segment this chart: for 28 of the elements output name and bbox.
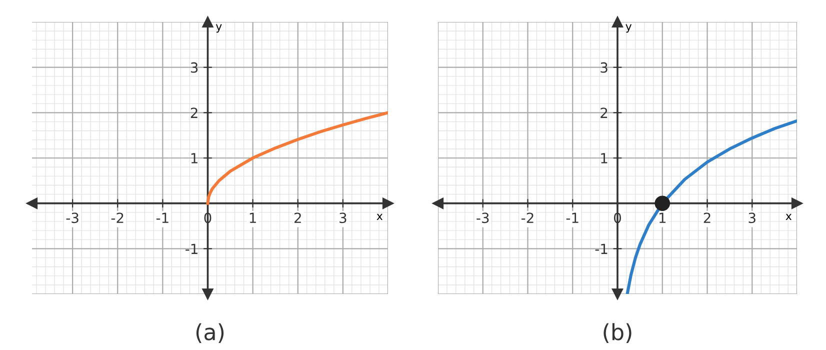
x-tick-label: -1	[156, 212, 168, 223]
y-tick-label: -1	[595, 244, 608, 254]
x-tick-label: 3	[340, 212, 346, 224]
y-tick-label: 1	[191, 153, 198, 164]
y-axis-title: y	[626, 24, 632, 33]
x-tick-label: -2	[522, 212, 534, 223]
y-tick-label: -1	[186, 244, 198, 254]
text: (b)	[604, 323, 632, 343]
line-series	[206, 111, 388, 205]
x-tick-label: -2	[111, 212, 124, 223]
x-axis-title: x	[376, 214, 383, 220]
x-axis-title: x	[786, 214, 792, 220]
y-axis-title: y	[216, 24, 222, 33]
x-tick-label: 2	[294, 212, 301, 223]
y-tick-label: 2	[190, 108, 198, 118]
x-tick-label: -1	[566, 212, 578, 223]
line-series	[626, 119, 797, 294]
y-tick-label: 1	[601, 153, 608, 164]
x-tick-label: 3	[748, 212, 756, 224]
y-tick-label: 2	[600, 108, 608, 118]
text: (a)	[196, 323, 224, 343]
x-tick-label: 1	[659, 212, 666, 223]
x-tick-label: -3	[66, 212, 78, 224]
y-tick-label: 3	[190, 62, 198, 73]
x-tick-label: 1	[250, 212, 256, 223]
x-tick-label: 2	[704, 212, 710, 223]
y-tick-label: 3	[600, 62, 608, 73]
x-tick-label: -3	[476, 212, 489, 224]
